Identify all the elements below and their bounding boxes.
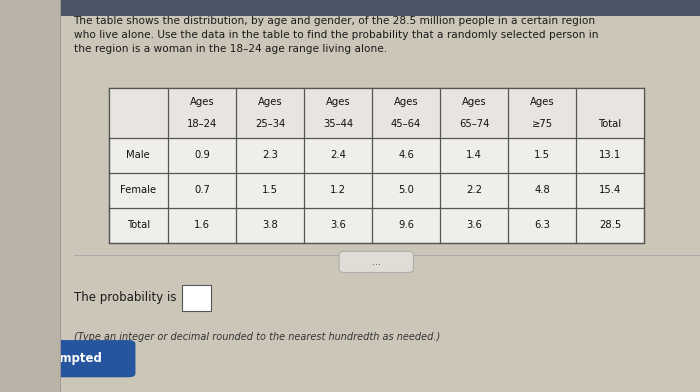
Text: 13.1: 13.1 — [599, 150, 621, 160]
Text: Female: Female — [120, 185, 156, 195]
Text: 0.9: 0.9 — [194, 150, 210, 160]
Text: The table shows the distribution, by age and gender, of the 28.5 million people : The table shows the distribution, by age… — [74, 16, 598, 54]
Text: Male: Male — [127, 150, 150, 160]
Text: (Type an integer or decimal rounded to the nearest hundredth as needed.): (Type an integer or decimal rounded to t… — [74, 332, 440, 342]
Text: ☝: ☝ — [27, 299, 35, 312]
Text: Ages: Ages — [462, 97, 486, 107]
FancyBboxPatch shape — [339, 251, 413, 272]
Text: 9.6: 9.6 — [398, 220, 414, 230]
Text: Ages: Ages — [190, 97, 214, 107]
Text: 3.6: 3.6 — [466, 220, 482, 230]
Text: possible: possible — [607, 6, 644, 15]
Text: 1.5: 1.5 — [534, 150, 550, 160]
Text: 28.5: 28.5 — [599, 220, 621, 230]
Text: 0.7: 0.7 — [194, 185, 210, 195]
Text: 1.5: 1.5 — [262, 185, 278, 195]
Text: 1.6: 1.6 — [194, 220, 210, 230]
Text: ≥75: ≥75 — [531, 119, 552, 129]
Text: Ages: Ages — [258, 97, 282, 107]
Text: Ages: Ages — [326, 97, 350, 107]
Text: 1.2: 1.2 — [330, 185, 346, 195]
Text: Total: Total — [127, 220, 150, 230]
Text: Total: Total — [598, 119, 622, 129]
Bar — [182, 285, 211, 310]
Text: 2.4: 2.4 — [330, 150, 346, 160]
Text: 4.8: 4.8 — [534, 185, 550, 195]
Text: The probability is: The probability is — [74, 291, 176, 305]
Text: ...: ... — [372, 257, 381, 267]
Text: 45–64: 45–64 — [391, 119, 421, 129]
Text: 25–34: 25–34 — [255, 119, 285, 129]
Text: 1.4: 1.4 — [466, 150, 482, 160]
Text: 2.2: 2.2 — [466, 185, 482, 195]
Circle shape — [15, 285, 45, 303]
Text: Attempted: Attempted — [32, 352, 103, 365]
Text: 2.3: 2.3 — [262, 150, 278, 160]
Text: 6.3: 6.3 — [534, 220, 550, 230]
Text: 3.8: 3.8 — [262, 220, 278, 230]
Text: 5.0: 5.0 — [398, 185, 414, 195]
Text: 65–74: 65–74 — [458, 119, 489, 129]
Text: 4.6: 4.6 — [398, 150, 414, 160]
Text: 35–44: 35–44 — [323, 119, 353, 129]
Text: 15.4: 15.4 — [599, 185, 621, 195]
FancyBboxPatch shape — [0, 340, 135, 377]
Text: 3.6: 3.6 — [330, 220, 346, 230]
Text: Ages: Ages — [530, 97, 554, 107]
Text: Ages: Ages — [393, 97, 419, 107]
Text: 18–24: 18–24 — [187, 119, 217, 129]
